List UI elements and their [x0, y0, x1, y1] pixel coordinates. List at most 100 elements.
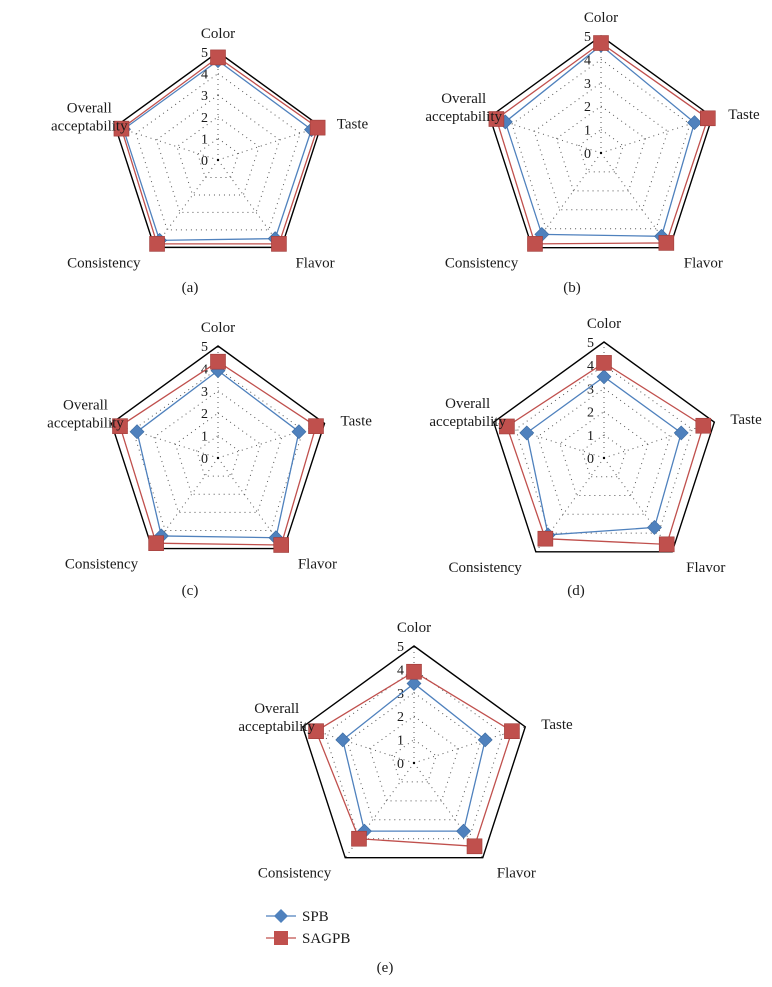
tick-label: 4: [584, 53, 591, 68]
grid-spoke: [217, 126, 321, 161]
axis-label-consistency: Consistency: [258, 866, 332, 882]
marker-sagpb: [504, 723, 520, 739]
marker-sagpb: [210, 353, 226, 370]
marker-spb: [406, 676, 422, 691]
tick-label: 2: [584, 100, 591, 115]
tick-label: 0: [584, 147, 591, 162]
tick-label: 5: [201, 340, 208, 355]
grid-spoke: [154, 159, 219, 248]
grid-ring: [155, 94, 281, 213]
legend-label-spb: SPB: [302, 909, 329, 925]
radar-panel-b: 0 1 2 3 4 5 Color Taste Flavor Consistency Overall…: [425, 10, 760, 296]
center-dot: [412, 761, 416, 765]
marker-sagpb: [308, 723, 324, 739]
marker-spb: [673, 425, 689, 441]
tick-label: 3: [201, 385, 208, 400]
radar-panel-e: 012345ColorTasteFlavorConsistencyOverall…: [238, 620, 573, 976]
axis-label-consistency: Consistency: [448, 560, 522, 576]
grid-spoke: [217, 422, 325, 459]
radar-panel-a: 0 1 2 3 4 5 Color Taste Flavor Consistency Overall…: [51, 26, 369, 296]
tick-label: 0: [397, 757, 404, 772]
grid-ring: [324, 668, 504, 840]
marker-sagpb: [148, 535, 164, 551]
grid-ring: [196, 434, 240, 477]
center-dot: [599, 151, 603, 155]
axis-label-overall-acceptability: Overall acceptability: [51, 101, 128, 135]
grid-ring: [174, 412, 262, 495]
outer-frame: [301, 645, 527, 859]
axis-label-flavor: Flavor: [686, 560, 725, 576]
grid-spoke: [115, 126, 219, 161]
marker-spb: [335, 732, 351, 748]
tick-label: 5: [584, 30, 591, 45]
tick-label: 5: [201, 46, 208, 61]
radar-panel-c: 012345ColorTasteFlavorConsistencyOverall…: [47, 320, 372, 599]
grid-spoke: [217, 457, 285, 549]
center-dot: [602, 456, 606, 460]
marker-spb: [291, 424, 307, 440]
marker-sagpb: [695, 417, 712, 434]
panel-caption: (c): [182, 583, 199, 599]
tick-label: 0: [201, 452, 208, 467]
series-line-spb: [136, 369, 300, 539]
tick-label: 1: [584, 124, 591, 139]
axis-label-overall-acceptability: Overall acceptability: [238, 701, 315, 735]
legend-marker-spb: [274, 909, 288, 923]
panel-caption: (b): [563, 280, 581, 296]
radar-panel-d: 0 1 2 3 4 5 Color Taste Flavor Consistency Overall…: [429, 316, 762, 599]
tick-label: 3: [201, 89, 208, 104]
grid-ring: [555, 105, 647, 192]
panel-caption: (a): [182, 280, 199, 296]
marker-spb: [129, 424, 145, 440]
axis-label-color: Color: [397, 620, 431, 636]
axis-label-color: Color: [587, 316, 621, 332]
marker-spb: [456, 823, 471, 839]
axis-label-color: Color: [201, 320, 235, 336]
grid-spoke: [111, 422, 219, 459]
marker-sagpb: [499, 418, 515, 435]
marker-spb: [647, 520, 662, 535]
axis-label-overall-acceptability: Overall acceptability: [47, 397, 124, 431]
series-line-spb: [342, 682, 486, 832]
tick-label: 1: [201, 430, 208, 445]
marker-sagpb: [488, 111, 505, 127]
legend-label-sagpb: SAGPB: [302, 931, 350, 947]
tick-label: 3: [587, 382, 594, 397]
tick-label: 4: [201, 68, 208, 83]
tick-label: 2: [397, 710, 404, 725]
marker-sagpb: [351, 830, 367, 847]
grid-ring: [515, 364, 693, 534]
marker-sagpb: [113, 120, 130, 137]
grid-spoke: [217, 159, 282, 248]
axis-label-flavor: Flavor: [298, 557, 337, 573]
axis-label-flavor: Flavor: [295, 255, 334, 271]
marker-sagpb: [273, 537, 289, 553]
marker-sagpb: [406, 663, 422, 680]
series-line-sagpb: [120, 56, 319, 245]
outer-frame: [110, 345, 326, 550]
axis-label-taste: Taste: [728, 107, 760, 123]
axis-label-taste: Taste: [337, 117, 369, 133]
grid-ring: [511, 58, 691, 230]
marker-sagpb: [527, 236, 543, 252]
grid-ring: [176, 116, 260, 196]
series-line-spb: [526, 375, 682, 536]
marker-sagpb: [210, 49, 226, 66]
marker-sagpb: [308, 418, 324, 434]
marker-spb: [519, 425, 535, 441]
grid-ring: [153, 390, 283, 513]
marker-sagpb: [271, 236, 287, 252]
series-line-sagpb: [315, 670, 513, 847]
axis-label-consistency: Consistency: [67, 255, 141, 271]
marker-sagpb: [149, 236, 165, 252]
marker-sagpb: [658, 536, 675, 553]
grid-ring: [537, 387, 671, 515]
axis-label-flavor: Flavor: [497, 866, 536, 882]
marker-sagpb: [466, 838, 483, 855]
series-line-spb: [122, 59, 313, 242]
marker-sagpb: [658, 235, 675, 251]
center-dot: [216, 456, 220, 460]
series-line-spb: [504, 44, 696, 237]
panel-caption: (d): [567, 583, 585, 599]
series-line-sagpb: [495, 42, 709, 245]
